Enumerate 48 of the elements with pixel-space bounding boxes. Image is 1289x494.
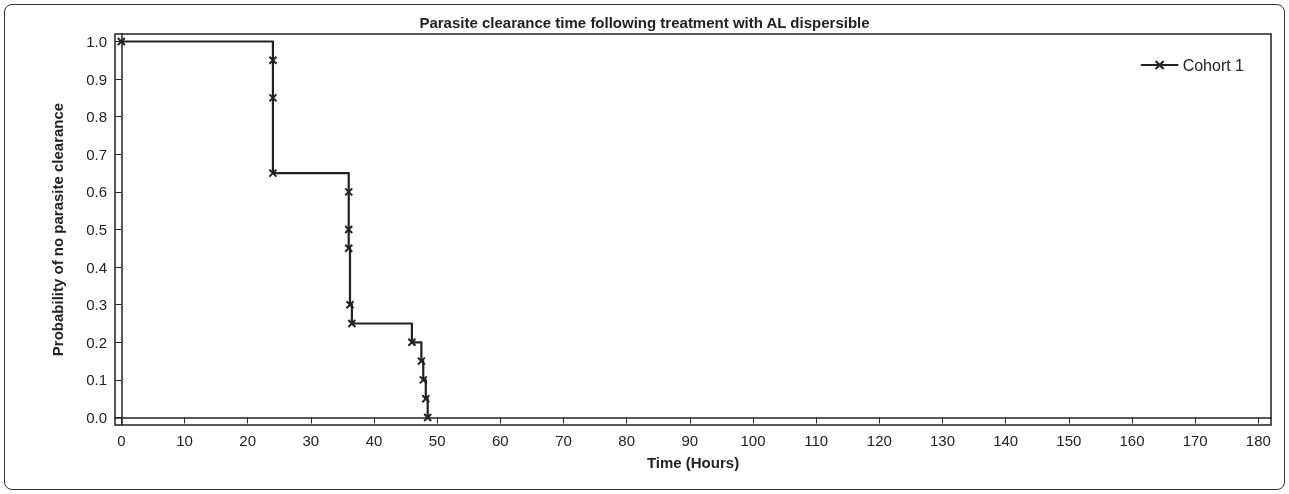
x-tick-label: 50: [428, 432, 446, 449]
x-tick-label: 150: [1056, 432, 1082, 449]
x-tick-label: 10: [176, 432, 193, 449]
x-tick-label: 160: [1119, 432, 1145, 449]
point: [416, 356, 426, 366]
y-tick-label: 0.8: [86, 108, 107, 126]
point: [268, 168, 278, 178]
point: [418, 375, 428, 385]
point: [116, 37, 126, 47]
x-tick-label: 140: [993, 432, 1019, 449]
x-tick-label: 130: [930, 432, 956, 449]
point: [347, 318, 357, 328]
legend-label: Cohort 1: [1182, 56, 1245, 74]
point: [268, 55, 278, 65]
y-tick-label: 0.4: [86, 258, 107, 276]
x-tick-label: 100: [740, 432, 766, 449]
x-tick-label: 170: [1182, 432, 1208, 449]
y-tick-label: 0.5: [86, 221, 107, 238]
x-tick-label: 70: [555, 432, 572, 449]
x-tick-label: 30: [302, 432, 320, 449]
point: [268, 93, 278, 103]
x-tick-label: 40: [365, 432, 383, 449]
y-tick-label: 0.9: [86, 70, 107, 88]
x-tick-label: 110: [804, 432, 829, 449]
y-tick-label: 0.3: [86, 296, 107, 314]
y-tick-label: 0.6: [86, 183, 107, 201]
point: [345, 300, 355, 310]
point: [344, 187, 354, 197]
y-tick-label: 0.1: [86, 371, 107, 389]
point: [344, 243, 354, 253]
point: [344, 225, 354, 234]
x-axis-title: Time (Hours): [646, 454, 740, 471]
x-tick-label: 60: [491, 432, 509, 449]
chart-title: Parasite clearance time following treatment with AL dispersible: [419, 14, 870, 31]
x-tick-label: 90: [681, 432, 699, 449]
x-tick-label: 80: [618, 432, 636, 449]
y-tick-label: 0.2: [86, 333, 107, 351]
y-axis-title: Probability of no parasite clearance: [49, 102, 66, 357]
point: [421, 394, 431, 404]
x-tick-label: 20: [239, 432, 256, 449]
x-tick-label: 120: [866, 432, 892, 449]
y-tick-label: 0.7: [86, 145, 107, 163]
x-tick-label: 0: [117, 432, 126, 449]
y-tick-label: 0.0: [86, 408, 107, 426]
point: [423, 412, 433, 422]
y-tick-label: 1.0: [86, 33, 107, 51]
x-tick-label: 180: [1245, 432, 1271, 449]
point: [407, 337, 417, 347]
